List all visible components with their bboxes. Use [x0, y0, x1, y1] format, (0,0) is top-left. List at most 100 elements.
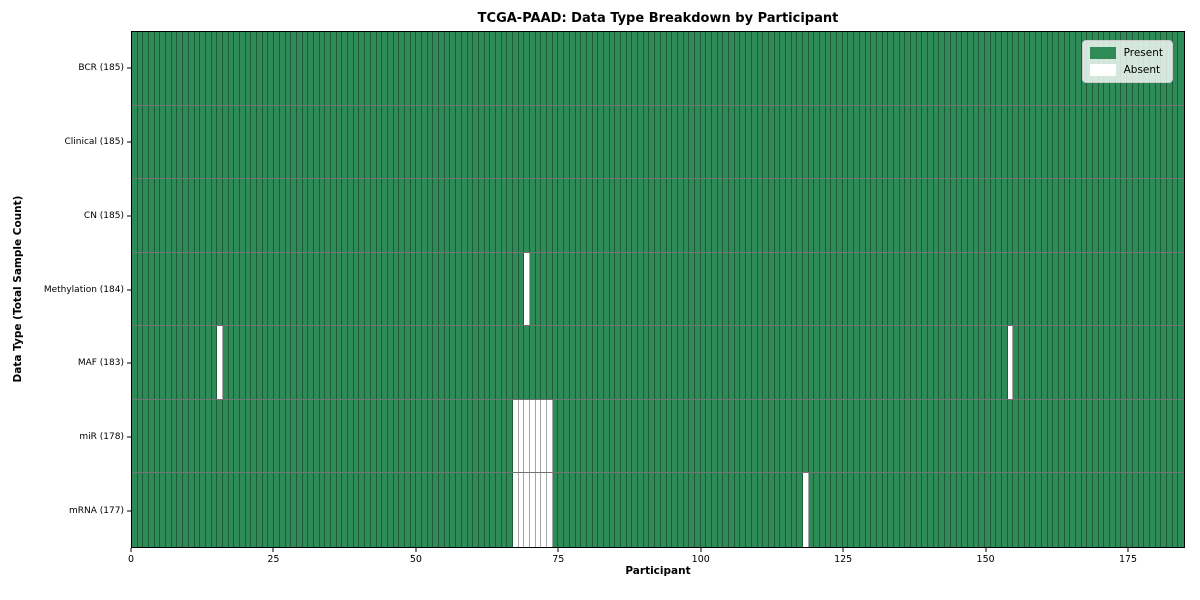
matrix-cell-present	[348, 399, 354, 473]
matrix-cell-present	[1138, 473, 1145, 547]
matrix-cell-present	[990, 32, 997, 105]
matrix-cell-present	[1149, 326, 1156, 399]
matrix-cell-present	[871, 473, 877, 547]
matrix-cell-present	[1058, 32, 1065, 105]
matrix-cell-present	[859, 252, 866, 326]
matrix-cell-present	[359, 473, 366, 547]
matrix-cell-present	[348, 32, 354, 105]
matrix-cell-present	[820, 326, 826, 399]
matrix-cell-present	[950, 179, 957, 252]
matrix-cell-present	[1019, 105, 1025, 179]
matrix-cell-present	[797, 473, 803, 547]
matrix-cell-present	[911, 105, 917, 179]
matrix-cell-present	[234, 32, 241, 105]
matrix-cell-present	[1110, 399, 1116, 473]
matrix-cell-present	[1030, 105, 1037, 179]
matrix-cell-present	[1155, 179, 1162, 252]
matrix-cell-present	[132, 399, 138, 473]
matrix-cell-present	[547, 32, 553, 105]
matrix-cell-present	[427, 473, 434, 547]
matrix-cell-present	[552, 105, 559, 179]
matrix-cell-present	[240, 326, 246, 399]
matrix-cell-present	[211, 326, 218, 399]
matrix-cell-present	[205, 252, 212, 326]
matrix-cell-present	[729, 399, 735, 473]
matrix-cell-present	[649, 399, 656, 473]
matrix-cell-present	[149, 473, 155, 547]
matrix-cell-present	[427, 399, 434, 473]
matrix-cell-present	[1093, 326, 1099, 399]
matrix-cell-present	[160, 105, 167, 179]
matrix-cell-present	[774, 473, 781, 547]
matrix-cell-present	[689, 32, 695, 105]
matrix-cell-present	[1024, 179, 1031, 252]
matrix-cell-present	[376, 105, 383, 179]
matrix-cell-present	[848, 32, 855, 105]
matrix-cell-present	[882, 399, 889, 473]
matrix-cell-present	[149, 252, 155, 326]
matrix-cell-present	[359, 326, 366, 399]
matrix-cell-present	[439, 399, 445, 473]
matrix-cell-present	[996, 252, 1003, 326]
matrix-cell-present	[1166, 179, 1173, 252]
matrix-cell-present	[308, 326, 314, 399]
matrix-cell-present	[188, 179, 195, 252]
matrix-cell-present	[768, 473, 775, 547]
matrix-cell-present	[1007, 399, 1014, 473]
matrix-cell-present	[359, 105, 366, 179]
matrix-cell-present	[558, 105, 565, 179]
matrix-cell-present	[342, 252, 349, 326]
matrix-cell-present	[797, 32, 803, 105]
matrix-cell-present	[979, 399, 985, 473]
matrix-cell-present	[774, 326, 781, 399]
matrix-cell-present	[694, 473, 701, 547]
matrix-cell-present	[348, 252, 354, 326]
matrix-cell-present	[1115, 399, 1122, 473]
matrix-cell-present	[262, 32, 269, 105]
matrix-cell-present	[1121, 105, 1128, 179]
matrix-cell-present	[1178, 179, 1184, 252]
matrix-cell-present	[456, 399, 462, 473]
matrix-cell-present	[586, 326, 593, 399]
matrix-cell-present	[1013, 32, 1020, 105]
matrix-cell-present	[996, 105, 1003, 179]
matrix-cell-present	[689, 473, 695, 547]
matrix-cell-present	[581, 399, 587, 473]
matrix-cell-present	[1047, 179, 1054, 252]
matrix-cell-present	[655, 473, 661, 547]
matrix-cell-present	[456, 473, 462, 547]
matrix-cell-present	[507, 326, 513, 399]
matrix-cell-present	[660, 473, 667, 547]
matrix-cell-present	[848, 473, 855, 547]
matrix-cell-present	[1075, 473, 1082, 547]
matrix-cell-present	[962, 32, 968, 105]
matrix-cell-present	[712, 326, 718, 399]
x-tick-label-175: 175	[1118, 554, 1138, 565]
matrix-cell-present	[456, 105, 462, 179]
matrix-cell-present	[1002, 32, 1008, 105]
matrix-cell-present	[205, 473, 212, 547]
matrix-cell-present	[348, 326, 354, 399]
matrix-cell-present	[808, 326, 815, 399]
matrix-cell-present	[1013, 473, 1020, 547]
matrix-cell-present	[365, 179, 371, 252]
matrix-cell-present	[768, 105, 775, 179]
matrix-cell-present	[370, 105, 377, 179]
matrix-cell-present	[1098, 326, 1105, 399]
matrix-cell-present	[313, 105, 320, 179]
matrix-cell-present	[882, 326, 889, 399]
matrix-cell-present	[808, 252, 815, 326]
matrix-cell-present	[1053, 32, 1059, 105]
matrix-cell-present	[336, 252, 343, 326]
matrix-cell-present	[478, 179, 485, 252]
matrix-cell-present	[274, 105, 280, 179]
matrix-cell-present	[558, 473, 565, 547]
matrix-cell-present	[1138, 252, 1145, 326]
matrix-cell-present	[313, 252, 320, 326]
matrix-cell-present	[342, 326, 349, 399]
matrix-cell-present	[683, 179, 690, 252]
matrix-cell-present	[268, 105, 275, 179]
matrix-cell-present	[763, 179, 769, 252]
matrix-cell-present	[1024, 252, 1031, 326]
matrix-cell-present	[416, 473, 422, 547]
